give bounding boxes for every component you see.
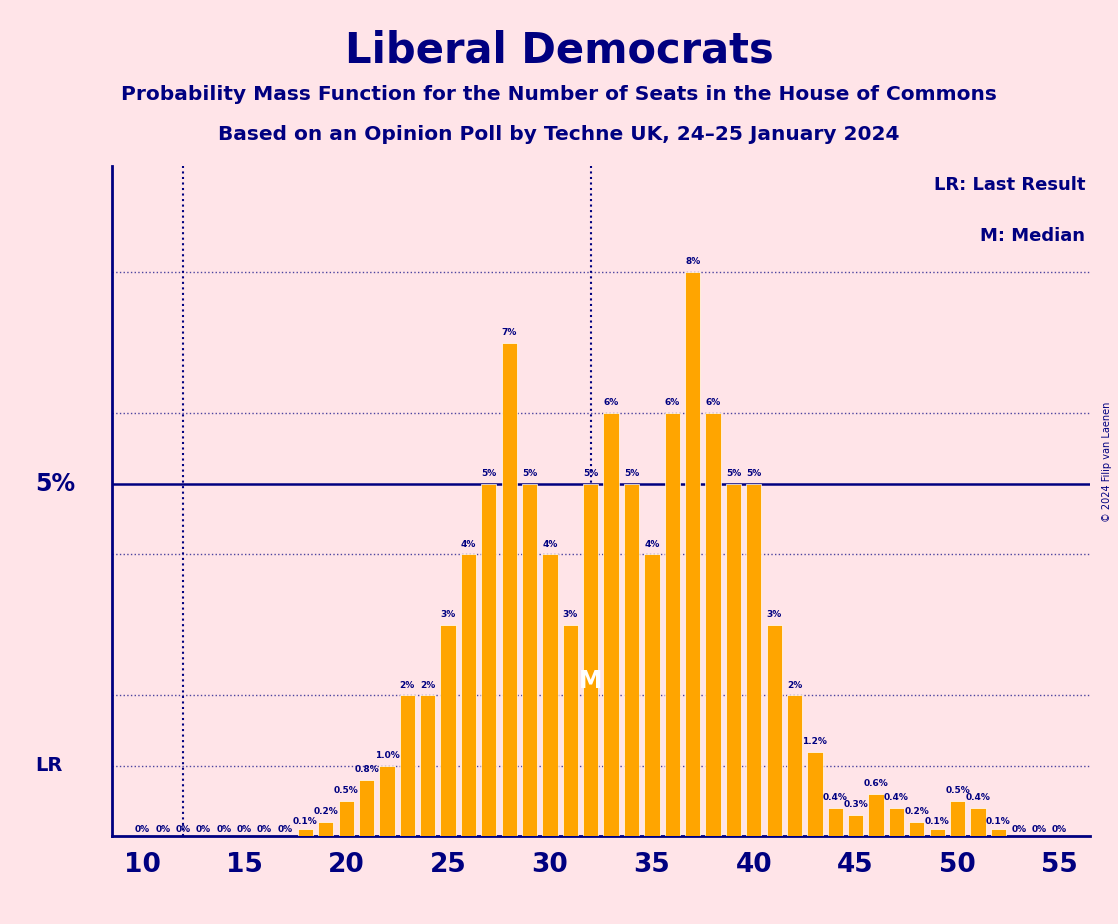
Bar bbox=[461, 554, 476, 836]
Bar bbox=[502, 343, 517, 836]
Text: 6%: 6% bbox=[705, 398, 721, 407]
Bar bbox=[624, 483, 639, 836]
Text: 0.5%: 0.5% bbox=[945, 786, 970, 796]
Text: LR: Last Result: LR: Last Result bbox=[934, 176, 1086, 194]
Text: 2%: 2% bbox=[400, 681, 415, 689]
Bar bbox=[542, 554, 558, 836]
Text: 0%: 0% bbox=[196, 825, 211, 834]
Bar bbox=[399, 695, 415, 836]
Text: 5%: 5% bbox=[481, 469, 496, 478]
Text: 5%: 5% bbox=[584, 469, 598, 478]
Bar bbox=[562, 625, 578, 836]
Bar bbox=[869, 794, 883, 836]
Text: Probability Mass Function for the Number of Seats in the House of Commons: Probability Mass Function for the Number… bbox=[121, 85, 997, 104]
Text: 4%: 4% bbox=[644, 540, 660, 549]
Bar bbox=[685, 272, 700, 836]
Bar bbox=[950, 801, 965, 836]
Text: 4%: 4% bbox=[542, 540, 558, 549]
Text: 2%: 2% bbox=[787, 681, 802, 689]
Text: 4%: 4% bbox=[461, 540, 476, 549]
Text: 0.2%: 0.2% bbox=[904, 808, 929, 817]
Bar bbox=[929, 829, 945, 836]
Bar bbox=[359, 780, 375, 836]
Text: 5%: 5% bbox=[726, 469, 741, 478]
Text: 0.5%: 0.5% bbox=[334, 786, 359, 796]
Text: 0%: 0% bbox=[1011, 825, 1026, 834]
Bar bbox=[909, 822, 925, 836]
Text: 0.4%: 0.4% bbox=[966, 794, 991, 802]
Text: 1.2%: 1.2% bbox=[803, 737, 827, 746]
Text: 2%: 2% bbox=[420, 681, 435, 689]
Text: 0.8%: 0.8% bbox=[354, 765, 379, 774]
Bar bbox=[319, 822, 333, 836]
Text: 0%: 0% bbox=[176, 825, 191, 834]
Text: 0%: 0% bbox=[237, 825, 252, 834]
Bar bbox=[827, 808, 843, 836]
Bar bbox=[584, 483, 598, 836]
Bar bbox=[522, 483, 538, 836]
Bar bbox=[420, 695, 435, 836]
Text: 3%: 3% bbox=[562, 610, 578, 619]
Text: 3%: 3% bbox=[440, 610, 456, 619]
Bar bbox=[746, 483, 761, 836]
Text: 7%: 7% bbox=[502, 328, 517, 337]
Text: 6%: 6% bbox=[604, 398, 618, 407]
Text: 5%: 5% bbox=[624, 469, 639, 478]
Bar bbox=[440, 625, 456, 836]
Text: 0.1%: 0.1% bbox=[293, 817, 318, 826]
Bar bbox=[481, 483, 496, 836]
Bar bbox=[726, 483, 741, 836]
Bar bbox=[787, 695, 803, 836]
Text: 0%: 0% bbox=[155, 825, 170, 834]
Text: 0.3%: 0.3% bbox=[843, 800, 868, 809]
Text: 0.4%: 0.4% bbox=[823, 794, 847, 802]
Text: 1.0%: 1.0% bbox=[375, 751, 399, 760]
Text: 0.1%: 0.1% bbox=[925, 817, 949, 826]
Bar bbox=[297, 829, 313, 836]
Text: Based on an Opinion Poll by Techne UK, 24–25 January 2024: Based on an Opinion Poll by Techne UK, 2… bbox=[218, 125, 900, 144]
Text: 0%: 0% bbox=[1052, 825, 1067, 834]
Bar bbox=[849, 815, 863, 836]
Text: 0.2%: 0.2% bbox=[313, 808, 338, 817]
Bar bbox=[889, 808, 904, 836]
Bar bbox=[970, 808, 986, 836]
Text: 5%: 5% bbox=[36, 471, 76, 495]
Text: 0%: 0% bbox=[257, 825, 272, 834]
Bar bbox=[705, 413, 721, 836]
Bar bbox=[339, 801, 353, 836]
Text: 8%: 8% bbox=[685, 258, 700, 266]
Text: 0.1%: 0.1% bbox=[986, 817, 1011, 826]
Text: 0%: 0% bbox=[216, 825, 231, 834]
Text: 5%: 5% bbox=[522, 469, 538, 478]
Bar bbox=[379, 766, 395, 836]
Text: 0%: 0% bbox=[277, 825, 293, 834]
Text: 5%: 5% bbox=[746, 469, 761, 478]
Bar bbox=[807, 751, 823, 836]
Text: M: Median: M: Median bbox=[980, 226, 1086, 245]
Text: 0.6%: 0.6% bbox=[864, 779, 889, 788]
Bar bbox=[664, 413, 680, 836]
Text: 0.4%: 0.4% bbox=[884, 794, 909, 802]
Text: LR: LR bbox=[36, 756, 63, 775]
Text: M: M bbox=[579, 669, 603, 693]
Text: Liberal Democrats: Liberal Democrats bbox=[344, 30, 774, 71]
Bar bbox=[604, 413, 618, 836]
Text: 0%: 0% bbox=[135, 825, 150, 834]
Text: 3%: 3% bbox=[767, 610, 781, 619]
Text: 6%: 6% bbox=[664, 398, 680, 407]
Bar bbox=[991, 829, 1006, 836]
Text: © 2024 Filip van Laenen: © 2024 Filip van Laenen bbox=[1102, 402, 1111, 522]
Text: 0%: 0% bbox=[1032, 825, 1046, 834]
Bar bbox=[644, 554, 660, 836]
Bar bbox=[767, 625, 781, 836]
